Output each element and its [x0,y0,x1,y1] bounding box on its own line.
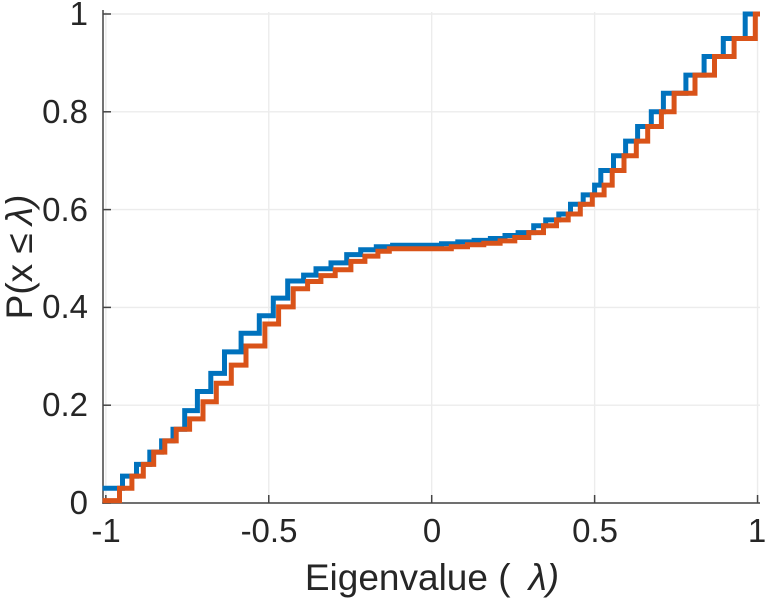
x-tick-labels: -1 -0.5 0 0.5 1 [91,512,766,549]
y-tick-label-1: 1 [70,0,88,32]
y-axis-label: P(x ≤λ) [0,195,40,320]
ecdf-step-orange [102,11,760,504]
x-tick-label-1: 1 [748,512,766,549]
y-tick-label-0_2: 0.2 [42,386,88,423]
ecdf-series [102,11,760,504]
x-tick-label--0_5: -0.5 [241,512,298,549]
x-tick-label-0: 0 [423,512,441,549]
y-tick-label-0_6: 0.6 [42,191,88,228]
gridlines [103,12,760,504]
x-axis-label: Eigenvalue (λ) [305,557,559,598]
y-tick-labels: 0 0.2 0.4 0.6 0.8 1 [42,0,88,521]
y-tick-label-0_8: 0.8 [42,93,88,130]
y-tick-label-0_4: 0.4 [42,288,88,325]
x-tick-label--1: -1 [91,512,120,549]
x-tick-label-0_5: 0.5 [572,512,618,549]
y-tick-label-0: 0 [70,484,88,521]
